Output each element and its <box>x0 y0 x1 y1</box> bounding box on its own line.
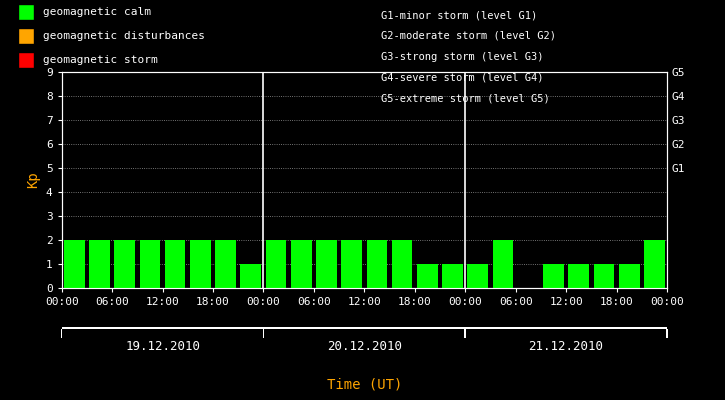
Bar <box>468 264 488 288</box>
Bar <box>89 240 109 288</box>
Bar <box>619 264 639 288</box>
Bar <box>291 240 312 288</box>
Text: Time (UT): Time (UT) <box>327 378 402 392</box>
Bar <box>594 264 614 288</box>
Text: G1-minor storm (level G1): G1-minor storm (level G1) <box>381 10 537 20</box>
Text: geomagnetic storm: geomagnetic storm <box>43 55 157 65</box>
Bar <box>568 264 589 288</box>
Bar <box>417 264 438 288</box>
Text: 21.12.2010: 21.12.2010 <box>529 340 604 352</box>
Bar <box>165 240 186 288</box>
Bar <box>543 264 564 288</box>
Text: 20.12.2010: 20.12.2010 <box>327 340 402 352</box>
Bar <box>493 240 513 288</box>
Bar <box>367 240 387 288</box>
Bar <box>140 240 160 288</box>
Text: geomagnetic disturbances: geomagnetic disturbances <box>43 31 204 41</box>
Bar <box>64 240 85 288</box>
Bar <box>265 240 286 288</box>
Bar <box>316 240 337 288</box>
Bar <box>241 264 261 288</box>
Text: G3-strong storm (level G3): G3-strong storm (level G3) <box>381 52 543 62</box>
Bar <box>115 240 135 288</box>
Y-axis label: Kp: Kp <box>26 172 41 188</box>
Text: 19.12.2010: 19.12.2010 <box>125 340 200 352</box>
Bar <box>392 240 413 288</box>
Bar <box>341 240 362 288</box>
Text: G4-severe storm (level G4): G4-severe storm (level G4) <box>381 72 543 82</box>
Text: geomagnetic calm: geomagnetic calm <box>43 7 151 17</box>
Bar <box>190 240 211 288</box>
Text: G5-extreme storm (level G5): G5-extreme storm (level G5) <box>381 93 550 103</box>
Bar <box>215 240 236 288</box>
Bar <box>644 240 665 288</box>
Bar <box>442 264 463 288</box>
Text: G2-moderate storm (level G2): G2-moderate storm (level G2) <box>381 31 555 41</box>
